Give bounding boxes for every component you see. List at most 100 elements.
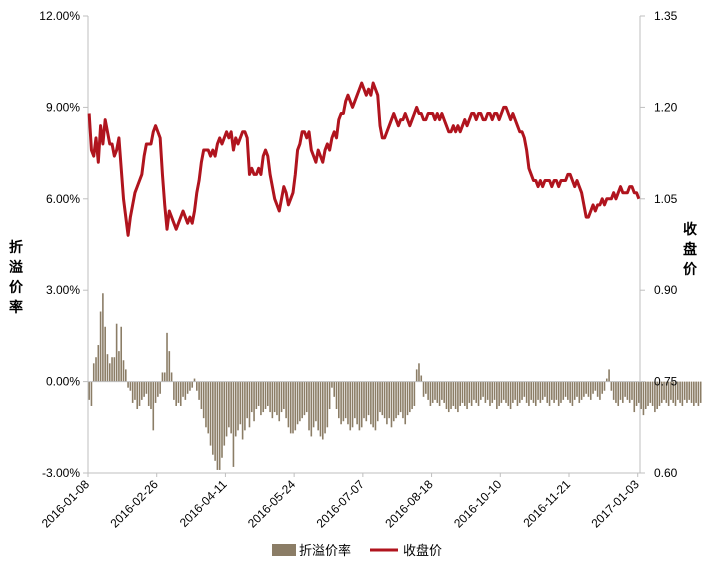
premium-bar xyxy=(351,381,354,428)
premium-bar xyxy=(651,381,654,406)
premium-bar xyxy=(225,381,228,437)
legend-premium-swatch xyxy=(272,544,296,556)
premium-bar xyxy=(363,381,365,419)
premium-bar xyxy=(482,381,484,397)
premium-bar xyxy=(269,381,271,413)
premium-bar xyxy=(617,381,620,406)
x-tick-label: 2016-05-24 xyxy=(245,477,299,531)
premium-bar xyxy=(654,381,656,413)
left-tick-labels: -3.00% 0.00% 3.00% 6.00% 9.00% 12.00% xyxy=(39,9,80,480)
premium-bar xyxy=(647,381,649,406)
premium-bar xyxy=(539,381,542,403)
premium-bar xyxy=(599,381,601,400)
premium-bar xyxy=(168,351,171,382)
premium-bar xyxy=(262,381,265,413)
premium-bar xyxy=(569,381,571,403)
premium-bar xyxy=(347,381,349,425)
premium-bar xyxy=(232,381,235,467)
premium-bar xyxy=(136,381,139,410)
premium-bar xyxy=(532,381,535,403)
premium-bar xyxy=(530,381,532,400)
premium-bar xyxy=(674,381,677,406)
right-tick-label: 0.60 xyxy=(654,466,678,480)
premium-bar xyxy=(143,381,145,397)
premium-bar xyxy=(392,381,395,422)
premium-bar xyxy=(358,381,361,431)
premium-bar xyxy=(603,381,606,391)
premium-bar xyxy=(534,381,537,406)
premium-bar xyxy=(111,357,113,382)
premium-bar xyxy=(686,381,688,403)
premium-bar xyxy=(287,381,290,428)
premium-bar xyxy=(502,381,505,400)
premium-bar xyxy=(489,381,491,406)
premium-bar xyxy=(507,381,510,406)
premium-bar xyxy=(152,381,155,431)
premium-bar xyxy=(310,381,313,437)
premium-bar xyxy=(697,381,700,406)
premium-bar xyxy=(182,381,184,397)
premium-bar xyxy=(223,381,226,446)
premium-bar xyxy=(640,381,642,410)
premium-bar xyxy=(189,381,191,391)
premium-bar xyxy=(601,381,604,394)
left-tick-label: 9.00% xyxy=(46,100,80,114)
premium-bar xyxy=(305,381,308,413)
premium-bar xyxy=(319,381,322,437)
premium-bar xyxy=(267,381,269,406)
premium-bar xyxy=(179,381,182,406)
premium-bar xyxy=(452,381,455,406)
premium-bar xyxy=(615,381,617,403)
premium-bar xyxy=(466,381,468,410)
right-tick-label: 1.05 xyxy=(654,192,678,206)
premium-bar xyxy=(104,326,106,382)
premium-bar xyxy=(663,381,665,400)
premium-bar xyxy=(583,381,585,397)
axis-title-char: 盘 xyxy=(683,241,697,257)
left-axis-title: 折溢价率 xyxy=(9,239,24,315)
premium-bar xyxy=(386,381,388,425)
premium-bar xyxy=(331,381,333,388)
premium-bar xyxy=(273,381,276,413)
axis-title-char: 价 xyxy=(9,279,24,295)
premium-bars xyxy=(88,293,702,470)
premium-bar xyxy=(667,381,670,406)
premium-bar xyxy=(257,381,260,406)
premium-bar xyxy=(425,381,427,394)
premium-bar xyxy=(285,381,287,419)
premium-bar xyxy=(509,381,512,410)
premium-bar xyxy=(567,381,569,400)
premium-bar xyxy=(475,381,478,403)
premium-bar xyxy=(665,381,668,403)
x-tick-label: 2016-08-18 xyxy=(382,477,436,531)
premium-bar xyxy=(454,381,457,410)
premium-bar xyxy=(486,381,489,400)
x-tick-label: 2016-02-26 xyxy=(108,477,162,531)
premium-bar xyxy=(283,381,285,410)
premium-bar xyxy=(660,381,663,403)
close-price-line xyxy=(87,81,641,237)
premium-bar xyxy=(681,381,684,406)
premium-bar xyxy=(395,381,397,419)
premium-bar xyxy=(578,381,581,403)
premium-bar xyxy=(438,381,441,406)
premium-bar xyxy=(683,381,686,400)
premium-bar xyxy=(596,381,599,397)
premium-bar xyxy=(670,381,672,400)
x-tick-label: 2016-01-08 xyxy=(39,477,93,531)
premium-bar xyxy=(447,381,450,413)
premium-bar xyxy=(626,381,629,400)
premium-bar xyxy=(658,381,661,406)
premium-bar xyxy=(576,381,578,397)
premium-bar xyxy=(690,381,693,403)
premium-bar xyxy=(491,381,494,403)
premium-bar xyxy=(248,381,251,428)
premium-bar xyxy=(470,381,473,406)
premium-bar xyxy=(679,381,681,403)
premium-bar xyxy=(551,381,553,400)
premium-bar xyxy=(367,381,370,416)
premium-bar xyxy=(372,381,374,428)
premium-bar xyxy=(88,381,90,400)
right-tick-label: 1.35 xyxy=(654,9,678,23)
